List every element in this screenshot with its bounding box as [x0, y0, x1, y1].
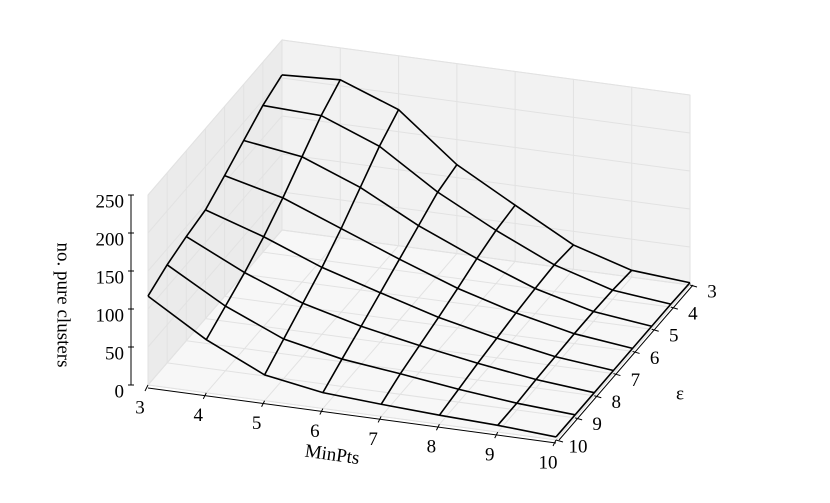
y-grid-line — [147, 384, 557, 441]
y-tick-label: 6 — [650, 348, 660, 369]
x-grid-line — [380, 261, 516, 417]
surface-row — [243, 139, 652, 328]
z-grid-line — [281, 153, 691, 210]
x-tick-label: 3 — [135, 397, 145, 418]
y-tick-label: 3 — [707, 281, 717, 302]
z-grid-line — [147, 39, 283, 196]
x-tick-label: 6 — [310, 421, 320, 442]
z-grid-line — [147, 77, 283, 234]
x-grid-line — [322, 253, 458, 409]
z-tick-label: 50 — [105, 343, 124, 364]
surface-row — [262, 104, 672, 305]
y-tick — [651, 328, 659, 332]
y-tick — [689, 284, 698, 288]
z-grid-line — [281, 229, 691, 286]
z-grid-line — [281, 77, 691, 134]
y-grid-line — [243, 273, 652, 330]
x-tick — [144, 384, 149, 392]
surface-column — [263, 109, 400, 376]
y-tick — [670, 306, 678, 310]
x-tick-label: 10 — [539, 452, 558, 473]
surface-row — [224, 174, 633, 350]
surface-column — [322, 164, 458, 394]
y-tick-label: 5 — [669, 326, 679, 347]
surface-column — [205, 79, 341, 341]
surface-row — [147, 295, 557, 438]
surface-row — [166, 264, 576, 416]
z-tick-label: 200 — [96, 229, 125, 250]
z-tick-label: 0 — [115, 381, 125, 402]
surface-column — [380, 204, 516, 405]
x-grid-line — [497, 276, 633, 433]
x-tick-label: 8 — [427, 437, 437, 458]
x-tick-label: 9 — [485, 445, 495, 466]
surface-row — [205, 209, 614, 372]
z-grid-line — [147, 229, 283, 386]
z-tick-label: 150 — [96, 267, 125, 288]
y-tick-label: 7 — [631, 370, 641, 391]
z-axis-label: no. pure clusters — [53, 242, 74, 367]
surface-row — [281, 74, 691, 284]
x-grid-line — [205, 237, 341, 394]
y-tick — [555, 439, 564, 443]
y-grid-line — [186, 340, 595, 397]
surface-column — [497, 269, 633, 426]
y-axis-label: ε — [676, 383, 684, 404]
surface-column — [147, 74, 283, 297]
y-axis-line — [558, 284, 694, 441]
y-tick — [632, 350, 640, 354]
y-grid-line — [167, 362, 576, 419]
z-grid-line — [281, 39, 691, 96]
surface-column — [555, 282, 691, 438]
z-grid-line — [281, 191, 691, 248]
x-axis-label: MinPts — [304, 441, 361, 469]
y-tick — [594, 395, 602, 399]
x-axis-line — [147, 387, 557, 444]
z-tick-label: 100 — [96, 305, 125, 326]
y-tick-label: 8 — [612, 392, 622, 413]
x-grid-line — [555, 284, 691, 441]
y-grid-line — [224, 295, 633, 352]
y-grid-line — [262, 251, 671, 308]
z-grid-line — [147, 153, 283, 310]
z-tick-label: 250 — [96, 191, 125, 212]
x-grid-line — [264, 245, 399, 402]
y-tick — [575, 417, 583, 421]
y-tick-label: 4 — [688, 304, 698, 325]
x-tick-label: 5 — [252, 413, 262, 434]
surface-row — [185, 235, 595, 394]
y-tick-label: 9 — [592, 414, 602, 435]
z-grid-line — [147, 191, 283, 348]
x-tick-label: 7 — [368, 429, 378, 450]
x-tick-label: 4 — [194, 405, 204, 426]
z-grid-line — [281, 115, 691, 172]
surface-column — [438, 244, 575, 416]
y-tick — [613, 373, 621, 377]
y-tick-label: 10 — [569, 436, 588, 457]
y-grid-line — [205, 318, 614, 375]
